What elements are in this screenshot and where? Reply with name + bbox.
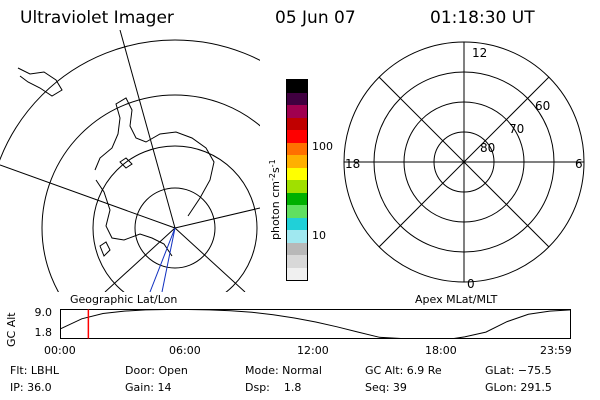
x-tick-4: 23:59 <box>540 344 572 357</box>
mlt-label-18: 18 <box>345 157 360 171</box>
blue-track-2 <box>149 227 176 292</box>
mlt-label-6: 6 <box>575 157 583 171</box>
lat-circle-1 <box>134 187 216 269</box>
footer-glat: GLat: −75.5 <box>485 364 552 377</box>
colorbar-ylabel-s: s <box>269 167 282 173</box>
coastline-islands <box>99 157 133 257</box>
coastline-antarctic-peninsula <box>94 97 215 217</box>
colorbar-ylabel-exp1: -2 <box>268 173 277 181</box>
meridian-4 <box>174 227 246 292</box>
footer-door: Door: Open <box>125 364 188 377</box>
y-tick-9: 9.0 <box>34 306 53 319</box>
meridian-5 <box>104 227 176 292</box>
footer-gc-alt: GC Alt: 6.9 Re <box>365 364 442 377</box>
colorbar-segment <box>287 267 307 280</box>
colorbar-segment <box>287 192 307 205</box>
svg-text:photon cm-2s-1: photon cm-2s-1 <box>268 159 282 240</box>
x-tick-2: 12:00 <box>297 344 329 357</box>
meridian-1 <box>119 30 176 229</box>
footer-glon: GLon: 291.5 <box>485 381 552 394</box>
footer-seq: Seq: 39 <box>365 381 407 394</box>
colorbar-segment <box>287 242 307 255</box>
lat-circle-4 <box>0 39 260 161</box>
colorbar-segment <box>287 230 307 243</box>
colorbar-segment <box>287 92 307 105</box>
right-map-label: Apex MLat/MLT <box>415 293 498 306</box>
footer-filter: Flt: LBHL <box>10 364 59 377</box>
geographic-map <box>0 30 260 292</box>
mlt-label-0: 0 <box>467 277 475 291</box>
mlat-label-80: 80 <box>480 141 495 155</box>
colorbar-ylabel-base: photon cm <box>269 181 282 240</box>
y-tick-1-8: 1.8 <box>34 326 53 339</box>
colorbar-segment <box>287 255 307 268</box>
coastline-south-america <box>17 67 63 97</box>
colorbar-segment <box>287 180 307 193</box>
mlat-label-70: 70 <box>509 122 524 136</box>
date-label: 05 Jun 07 <box>275 8 356 28</box>
orbit-altitude-line <box>60 309 571 339</box>
polar-plot: 12 18 6 0 60 70 80 <box>343 41 585 291</box>
colorbar-segment <box>287 217 307 230</box>
orbit-chart-frame <box>60 309 571 339</box>
colorbar-segment <box>287 142 307 155</box>
colorbar-ylabel-exp2: -1 <box>268 159 277 167</box>
colorbar-segment <box>287 80 307 93</box>
colorbar-ylabel: photon cm-2s-1 <box>268 159 282 240</box>
colorbar-segment <box>287 130 307 143</box>
colorbar-segment <box>287 117 307 130</box>
mlt-label-12: 12 <box>472 46 487 60</box>
x-tick-1: 06:00 <box>169 344 201 357</box>
lat-circle-2 <box>92 145 258 292</box>
lat-circle-3 <box>41 94 260 292</box>
x-tick-0: 00:00 <box>44 344 76 357</box>
colorbar-tick-100: 100 <box>312 140 333 153</box>
time-label: 01:18:30 UT <box>430 8 535 28</box>
y-axis-label-text: GC Alt <box>5 312 18 347</box>
footer-ip: IP: 36.0 <box>10 381 52 394</box>
footer-mode: Mode: Normal <box>245 364 322 377</box>
left-map-label: Geographic Lat/Lon <box>70 293 178 306</box>
colorbar-segment <box>287 167 307 180</box>
footer-dsp: Dsp: 1.8 <box>245 381 302 394</box>
colorbar <box>286 79 308 281</box>
coastline-weddell <box>95 179 173 257</box>
meridian-2 <box>0 164 176 229</box>
x-tick-3: 18:00 <box>425 344 457 357</box>
colorbar-segment <box>287 205 307 218</box>
meridian-3 <box>174 207 260 229</box>
mlat-label-60: 60 <box>535 99 550 113</box>
mlt-diagonal-2 <box>378 76 550 248</box>
footer-gain: Gain: 14 <box>125 381 172 394</box>
y-axis-label: GC Alt <box>5 312 18 347</box>
colorbar-segment <box>287 155 307 168</box>
blue-track-1 <box>161 227 176 292</box>
orbit-altitude-chart <box>60 309 571 339</box>
instrument-title: Ultraviolet Imager <box>20 8 174 28</box>
colorbar-segment <box>287 105 307 118</box>
colorbar-tick-10: 10 <box>312 229 326 242</box>
